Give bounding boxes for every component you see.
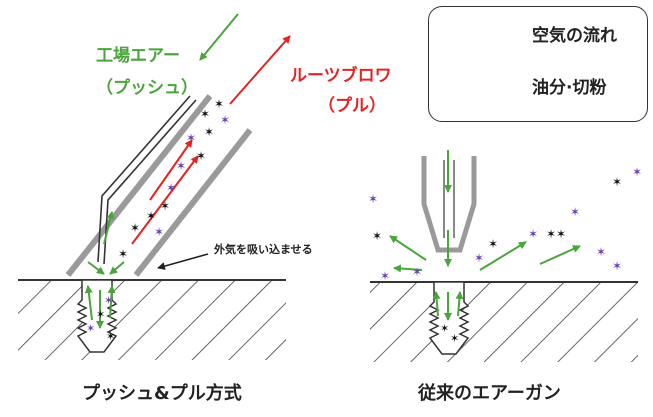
svg-text:✶: ✶ bbox=[380, 269, 390, 283]
svg-text:✶: ✶ bbox=[612, 175, 622, 189]
svg-text:✶: ✶ bbox=[160, 199, 170, 213]
svg-text:✶: ✶ bbox=[166, 181, 176, 195]
right-workpiece bbox=[370, 281, 638, 362]
legend bbox=[428, 6, 648, 122]
svg-text:✶: ✶ bbox=[200, 107, 210, 121]
svg-text:✶: ✶ bbox=[146, 209, 156, 223]
svg-text:✶: ✶ bbox=[368, 192, 378, 206]
svg-text:✶: ✶ bbox=[440, 322, 449, 335]
suction-duct bbox=[65, 94, 253, 277]
svg-text:✶: ✶ bbox=[474, 251, 484, 265]
svg-text:✶: ✶ bbox=[106, 330, 115, 343]
svg-text:✶: ✶ bbox=[372, 229, 382, 243]
left-workpiece bbox=[18, 279, 286, 360]
svg-text:✶: ✶ bbox=[612, 259, 622, 273]
svg-text:✶: ✶ bbox=[596, 245, 606, 259]
svg-text:✶: ✶ bbox=[204, 125, 214, 139]
pull-sub-label: （プル） bbox=[318, 96, 386, 116]
outside-air-label: 外気を吸い込ませる bbox=[214, 243, 313, 256]
svg-text:✶: ✶ bbox=[118, 247, 128, 261]
legend-airflow-label: 空気の流れ bbox=[532, 26, 617, 46]
svg-text:✶: ✶ bbox=[214, 97, 224, 111]
svg-text:✶: ✶ bbox=[450, 332, 459, 345]
svg-text:✶: ✶ bbox=[96, 308, 105, 321]
svg-text:✶: ✶ bbox=[104, 294, 113, 307]
svg-text:✶: ✶ bbox=[632, 165, 642, 179]
right-arrows bbox=[389, 150, 581, 321]
svg-text:✶: ✶ bbox=[488, 237, 498, 251]
svg-text:✶: ✶ bbox=[556, 227, 566, 241]
caption-left: プッシュ&プル方式 bbox=[82, 383, 242, 404]
svg-text:✶: ✶ bbox=[196, 149, 206, 163]
push-sub-label: （プッシュ） bbox=[96, 78, 198, 98]
roots-blower-label: ルーツブロワ bbox=[290, 66, 392, 86]
svg-text:✶: ✶ bbox=[570, 205, 580, 219]
svg-text:✶: ✶ bbox=[546, 227, 556, 241]
legend-chips-label: 油分·切粉 bbox=[532, 78, 607, 98]
svg-text:✶: ✶ bbox=[220, 113, 230, 127]
svg-text:✶: ✶ bbox=[412, 265, 422, 279]
svg-text:✶: ✶ bbox=[176, 159, 186, 173]
svg-text:✶: ✶ bbox=[130, 221, 140, 235]
svg-text:✶: ✶ bbox=[528, 227, 538, 241]
left-particles: ✶ ✶ ✶ ✶ ✶ ✶ ✶ ✶ ✶ ✶ ✶ ✶ ✶ ✶ ✶ ✶ ✶ bbox=[86, 97, 230, 343]
svg-text:✶: ✶ bbox=[186, 131, 196, 145]
push-air-label: 工場エアー bbox=[96, 46, 180, 66]
right-particles: ✶ ✶ ✶ ✶ ✶ ✶ ✶ ✶ ✶ ✶ ✶ ✶ ✶ ✶ ✶ ✶ bbox=[368, 165, 642, 345]
svg-text:✶: ✶ bbox=[86, 322, 95, 335]
left-arrows bbox=[84, 13, 291, 329]
caption-right: 従来のエアーガン bbox=[418, 383, 561, 404]
svg-text:✶: ✶ bbox=[154, 225, 164, 239]
